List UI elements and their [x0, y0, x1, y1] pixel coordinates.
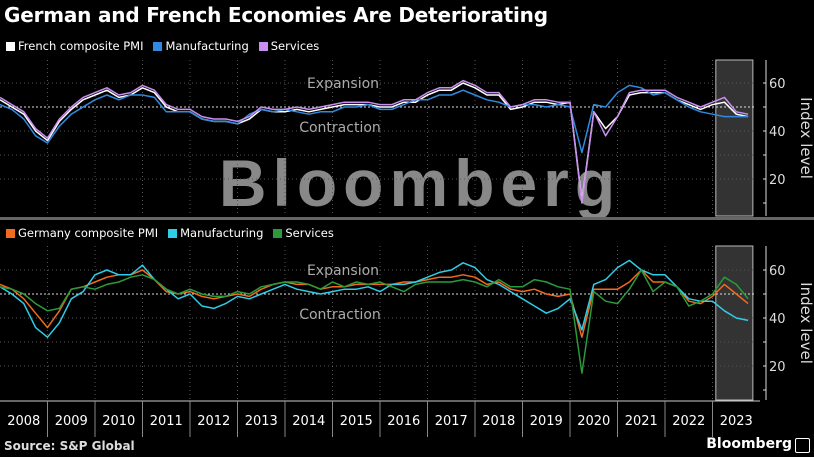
series-line-french_services	[0, 79, 749, 204]
y-tick-label: 60	[769, 264, 786, 279]
y-tick-label: 40	[769, 125, 786, 140]
annotation-expansion: Expansion	[307, 263, 379, 279]
series-line-french_manufacturing	[0, 84, 749, 154]
x-tick-label: 2008	[7, 414, 40, 429]
legend-item-french-services: Services	[258, 39, 320, 53]
legend-swatch	[6, 41, 15, 51]
legend-swatch	[168, 228, 178, 238]
annotation-contraction: Contraction	[299, 120, 381, 136]
source-note: Source: S&P Global	[4, 439, 135, 453]
x-tick-label: 2012	[197, 414, 230, 429]
legend-label: Manufacturing	[180, 226, 264, 240]
x-tick-label: 2021	[625, 414, 658, 429]
x-tick-label: 2022	[672, 414, 705, 429]
legend-item-french-composite: French composite PMI	[6, 39, 143, 53]
y-axis-label: Index level	[797, 97, 814, 179]
bloomberg-chart-icon	[795, 438, 810, 453]
x-tick-label: 2017	[435, 414, 468, 429]
chart-title: German and French Economies Are Deterior…	[4, 3, 548, 27]
x-tick-label: 2023	[720, 414, 753, 429]
legend-label: Germany composite PMI	[18, 226, 159, 240]
y-tick-label: 40	[769, 312, 786, 327]
legend-swatch	[153, 41, 163, 51]
x-tick-label: 2010	[102, 414, 135, 429]
panel-france: Expansion Contraction 20 40 60 Index level	[0, 59, 814, 217]
x-tick-label: 2019	[530, 414, 563, 429]
y-axis-label: Index level	[797, 282, 814, 364]
legend-france: French composite PMI Manufacturing Servi…	[6, 39, 319, 53]
x-tick-label: 2013	[245, 414, 278, 429]
y-tick-label: 20	[769, 173, 786, 188]
panel-germany: Expansion Contraction 20 40 60 Index level	[0, 245, 814, 401]
legend-germany: Germany composite PMI Manufacturing Serv…	[6, 226, 334, 240]
x-tick-label: 2015	[340, 414, 373, 429]
shaded-period	[715, 245, 754, 401]
x-tick-label: 2018	[482, 414, 515, 429]
legend-item-germany-manufacturing: Manufacturing	[168, 226, 263, 240]
legend-item-germany-composite: Germany composite PMI	[6, 226, 158, 240]
legend-swatch	[6, 228, 15, 238]
annotation-contraction: Contraction	[299, 307, 381, 323]
x-tick-label: 2020	[577, 414, 610, 429]
series-line-germany_manufacturing	[0, 259, 749, 338]
series-line-germany_services	[0, 269, 749, 374]
panel-separator	[0, 217, 814, 220]
legend-item-germany-services: Services	[273, 226, 334, 240]
legend-label: French composite PMI	[18, 39, 144, 53]
watermark-bloomberg: Bloomberg	[219, 146, 621, 220]
y-tick-label: 60	[769, 77, 786, 92]
legend-swatch	[273, 228, 283, 238]
legend-label: Services	[285, 226, 334, 240]
legend-item-french-manufacturing: Manufacturing	[153, 39, 249, 53]
legend-label: Services	[270, 39, 320, 53]
x-tick-label: 2014	[292, 414, 325, 429]
legend-label: Manufacturing	[165, 39, 249, 53]
x-tick-label: 2011	[150, 414, 183, 429]
annotation-expansion: Expansion	[307, 76, 379, 92]
y-tick-label: 20	[769, 360, 786, 375]
x-tick-label: 2016	[387, 414, 420, 429]
brand-logo: Bloomberg	[706, 436, 792, 452]
x-tick-label: 2009	[55, 414, 88, 429]
shaded-period	[715, 59, 754, 217]
legend-swatch	[258, 41, 268, 51]
